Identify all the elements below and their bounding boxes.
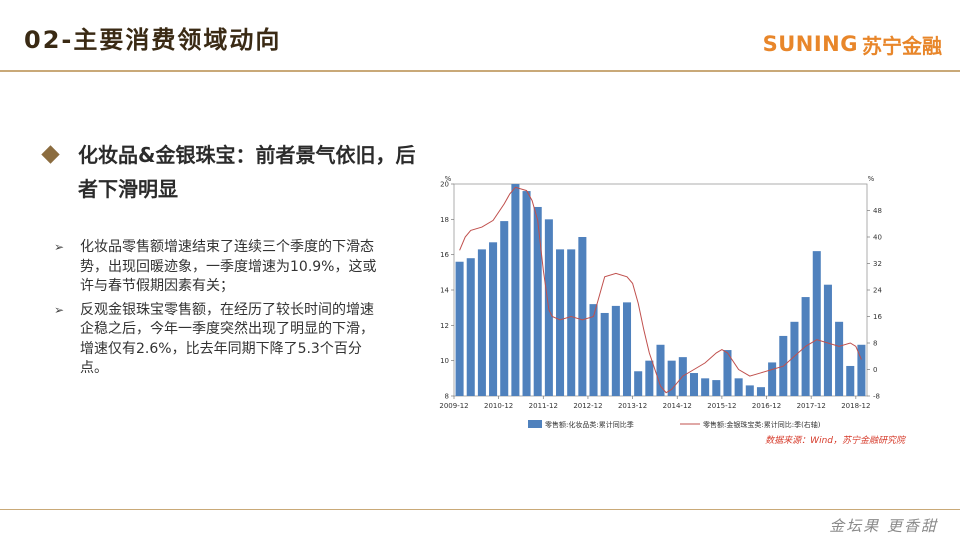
x-tick-label: 2015-12 (707, 402, 736, 410)
bar (533, 206, 542, 396)
right-tick-label: 40 (873, 234, 882, 242)
bar-line-chart: % % 8 10 12 14 16 18 20 -8 0 8 16 24 32 40 48 2009-12 2010… (439, 175, 907, 446)
bar (756, 387, 765, 396)
x-tick-label: 2017-12 (797, 402, 826, 410)
bar (455, 261, 464, 396)
bar (477, 249, 486, 396)
bar (656, 344, 665, 396)
bar (790, 321, 799, 396)
diamond-bullet-icon (41, 145, 60, 164)
bar (567, 249, 576, 396)
page-title: 02-主要消费领域动向 (24, 26, 282, 54)
footer-divider (0, 509, 960, 510)
left-tick-label: 8 (445, 393, 449, 401)
right-tick-label: 0 (873, 366, 877, 374)
x-tick-label: 2011-12 (529, 402, 558, 410)
left-tick-label: 12 (440, 322, 449, 330)
bullet-list: ➢ 化妆品零售额增速结束了连续三个季度的下滑态势，出现回暖迹象，一季度增速为10… (54, 238, 384, 383)
bar (835, 321, 844, 396)
bullet-item: ➢ 化妆品零售额增速结束了连续三个季度的下滑态势，出现回暖迹象，一季度增速为10… (54, 238, 384, 297)
bar (500, 221, 509, 396)
logo-cn-text: 苏宁金融 (862, 33, 942, 58)
x-tick-label: 2012-12 (573, 402, 602, 410)
bar (723, 350, 732, 396)
bar (712, 380, 721, 396)
x-tick-label: 2014-12 (663, 402, 692, 410)
right-tick-label: 48 (873, 207, 882, 215)
bar (745, 385, 754, 396)
bar (611, 305, 620, 396)
left-tick-label: 10 (440, 357, 449, 365)
right-tick-label: 8 (873, 340, 877, 348)
legend-swatch-bar (528, 420, 542, 428)
bar (857, 344, 866, 396)
bar (634, 371, 643, 396)
bar (667, 360, 676, 396)
right-tick-label: 24 (873, 287, 882, 295)
bar (522, 191, 531, 396)
bullet-item: ➢ 反观金银珠宝零售额，在经历了较长时间的增速企稳之后，今年一季度突然出现了明显… (54, 301, 384, 379)
right-tick-label: -8 (873, 393, 880, 401)
right-tick-label: 32 (873, 260, 882, 268)
bar (768, 362, 777, 396)
chart-container: %% 8 10 12 14 16 18 20 -8 0 8 16 24 32 40 48 2009-12 2010… (425, 172, 910, 452)
left-tick-label: 16 (440, 251, 449, 259)
suning-logo: SUNING 苏宁金融 (763, 30, 942, 58)
arrow-bullet-icon: ➢ (54, 302, 65, 317)
bar (466, 258, 475, 396)
signature-text: 金坛果 更香甜 (829, 517, 938, 535)
section-heading: 化妆品&金银珠宝：前者景气依旧，后者下滑明显 (78, 143, 416, 201)
bar (701, 378, 710, 396)
header-divider (0, 70, 960, 72)
arrow-bullet-icon: ➢ (54, 240, 65, 254)
x-tick-label: 2013-12 (618, 402, 647, 410)
bar (600, 312, 609, 396)
logo-latin-text: SUNING (762, 32, 858, 56)
bar (823, 284, 832, 396)
bar (689, 373, 699, 396)
chart-source-note: 数据来源：Wind，苏宁金融研究院 (765, 435, 907, 446)
bar (578, 237, 587, 396)
line-series (459, 186, 862, 394)
left-unit-label: % (445, 175, 452, 183)
left-tick-label: 18 (440, 216, 449, 224)
bullet-text: 化妆品零售额增速结束了连续三个季度的下滑态势，出现回暖迹象，一季度增速为10.9… (80, 239, 377, 294)
bar (846, 365, 855, 396)
bar (589, 304, 598, 396)
bar (812, 251, 821, 396)
bar (556, 249, 565, 396)
right-tick-label: 16 (873, 313, 882, 321)
right-unit-label: % (868, 175, 875, 183)
x-tick-label: 2016-12 (752, 402, 781, 410)
legend-label-bar: 零售额:化妆品类:累计同比季 (545, 420, 634, 429)
x-tick-label: 2018-12 (841, 402, 870, 410)
x-tick-label: 2010-12 (484, 402, 513, 410)
bar (622, 302, 632, 396)
bullet-text: 反观金银珠宝零售额，在经历了较长时间的增速企稳之后，今年一季度突然出现了明显的下… (80, 301, 374, 377)
legend-label-line: 零售额:金银珠宝类:累计同比:季(右轴) (703, 420, 821, 429)
bar (734, 378, 743, 396)
bar (511, 184, 520, 396)
left-tick-label: 20 (440, 181, 449, 189)
bar (645, 360, 654, 396)
bar (489, 242, 498, 396)
x-tick-label: 2009-12 (439, 402, 468, 410)
left-tick-label: 14 (440, 287, 449, 295)
